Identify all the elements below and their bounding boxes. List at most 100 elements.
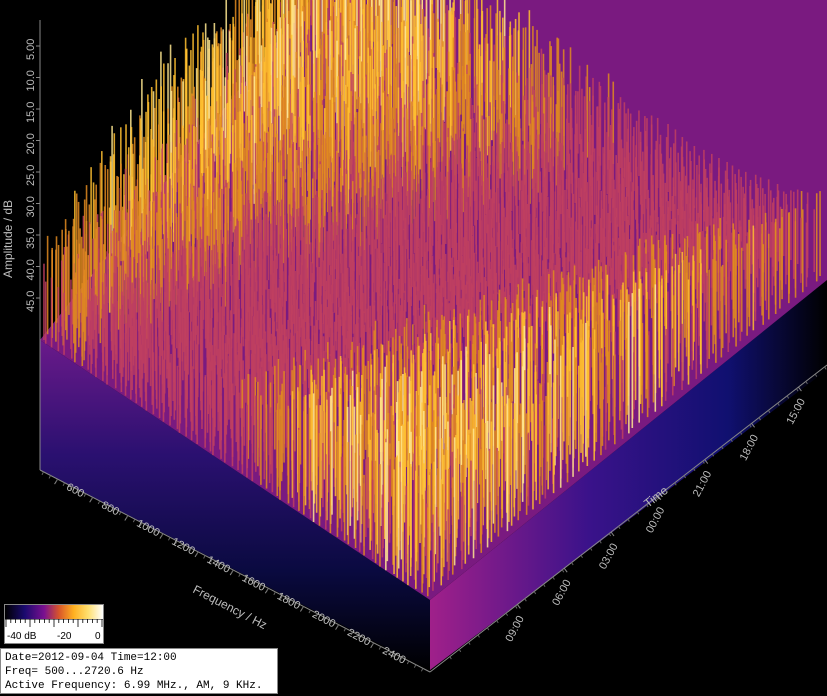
x-minor-tick [252,580,255,585]
z-tick-label: 35.0 [25,228,37,249]
info-frequency-range: Freq= 500...2720.6 Hz [5,666,144,678]
y-minor-tick [805,381,808,385]
z-axis-ticks: 5.00 10.0 15.0 20.0 25.0 30.0 35.0 40.0 45.0 [25,39,40,312]
x-minor-tick [97,500,101,505]
y-tick-label: 15:00 [784,397,808,427]
colorbar-scale [5,619,103,627]
x-minor-tick [413,664,417,668]
x-minor-tick [189,548,192,552]
y-minor-tick [702,460,705,464]
x-minor-tick [182,544,185,548]
x-minor-tick [308,609,311,614]
y-minor-tick [721,446,724,450]
y-minor-tick [589,547,593,551]
z-tick-label: 30.0 [25,196,37,217]
x-minor-tick [168,537,171,541]
x-minor-tick [301,606,304,610]
z-tick-label: 10.0 [25,70,37,91]
x-minor-tick [41,471,44,476]
y-tick-label: 03:00 [597,541,621,571]
x-minor-tick [69,486,73,490]
x-axis-line [39,469,431,673]
info-active-frequency: Active Frequency: 6.99 MHz., AM, 9 KHz. [5,680,263,692]
y-minor-tick [786,395,790,399]
y-minor-tick [730,439,733,443]
x-minor-tick [392,653,396,657]
y-minor-tick [561,569,565,573]
x-minor-tick [364,638,368,643]
y-minor-tick [777,402,780,406]
y-minor-tick [515,605,518,609]
y-minor-tick [580,554,583,558]
x-minor-tick [111,507,115,512]
x-minor-tick [146,526,150,530]
y-minor-tick [749,424,752,428]
x-minor-tick [406,660,410,665]
y-tick-mark [704,459,709,464]
z-tick-label: 45.0 [25,291,37,312]
y-minor-tick [618,525,621,529]
y-tick-mark [657,495,662,501]
info-date-time: Date=2012-09-04 Time=12:00 [5,652,177,664]
x-minor-tick [322,617,325,621]
y-minor-tick [608,533,612,537]
x-minor-tick [378,646,382,650]
x-minor-tick [125,515,129,519]
x-minor-tick [90,497,94,501]
y-minor-tick [655,496,658,501]
x-minor-tick [357,635,361,639]
x-minor-tick [153,529,157,534]
y-minor-tick [468,641,471,645]
x-minor-tick [329,620,332,625]
x-minor-tick [210,558,213,563]
x-minor-tick [231,569,234,574]
y-tick-mark [751,423,755,428]
x-minor-tick [203,555,206,559]
x-minor-tick [315,613,318,617]
x-minor-tick [104,504,108,508]
z-axis-title: Amplitude / dB [1,200,15,278]
y-minor-tick [711,453,715,457]
y-minor-tick [486,627,490,631]
spectrum-spikes [43,0,821,597]
y-tick-label: 06:00 [550,578,574,608]
y-minor-tick [824,366,827,370]
y-minor-tick [458,649,462,653]
y-axis-line [429,364,827,673]
surface-side-face [430,280,827,670]
y-minor-tick [758,417,761,421]
x-minor-tick [118,511,122,516]
x-minor-tick [245,577,248,581]
x-minor-tick [160,533,164,537]
x-minor-tick [224,566,227,570]
x-minor-tick [287,598,290,603]
x-minor-tick [196,551,199,556]
y-minor-tick [814,373,818,377]
y-minor-tick [599,540,602,544]
x-minor-tick [48,475,51,479]
y-minor-tick [533,591,537,595]
x-minor-tick [280,595,283,599]
y-minor-tick [496,620,499,624]
z-tick-label: 40.0 [25,259,37,280]
x-minor-tick [343,628,347,632]
surface-front-face [40,340,430,670]
x-minor-tick [238,573,241,577]
y-tick-mark [516,604,521,609]
x-minor-tick [139,522,143,526]
x-minor-tick [132,518,136,523]
colorbar-legend: -40 dB -20 0 [4,604,104,644]
x-minor-tick [259,584,262,588]
y-minor-tick [664,489,668,493]
z-tick-label: 15.0 [25,102,37,123]
y-minor-tick [449,656,452,660]
y-tick-label: 18:00 [738,433,762,463]
x-minor-tick [385,649,389,654]
x-minor-tick [273,591,276,596]
x-minor-tick [217,562,220,567]
y-minor-tick [674,482,677,486]
x-minor-tick [350,631,354,636]
z-tick-label: 25.0 [25,165,37,186]
y-minor-tick [477,634,480,638]
